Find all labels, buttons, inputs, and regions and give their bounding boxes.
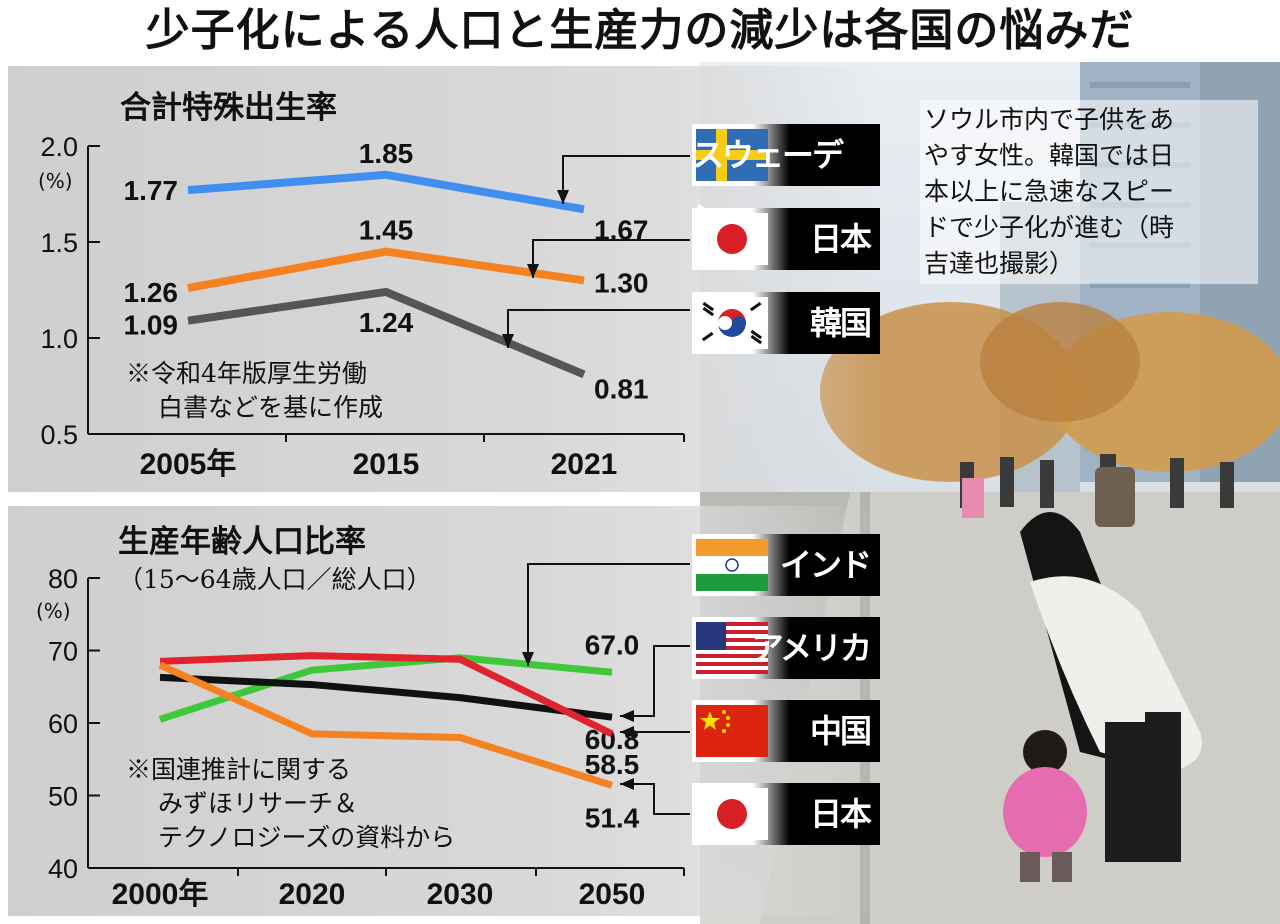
- japan-flag-icon: [696, 788, 768, 840]
- end-value-label: 51.4: [585, 802, 640, 833]
- headline: 少子化による人口と生産力の減少は各国の悩みだ: [145, 5, 1135, 56]
- data-label: 1.26: [124, 277, 179, 308]
- photo-caption: ソウル市内で子供をあ やす女性。韓国では日 本以上に急速なスピー ドで少子化が進…: [920, 100, 1258, 284]
- usa-flag-icon: [696, 622, 768, 674]
- arrow-sweden: [562, 155, 690, 204]
- end-value-label: 67.0: [585, 629, 640, 660]
- chart-subtitle: （15〜64歳人口／総人口）: [118, 565, 432, 594]
- y-unit-label: (%): [36, 599, 71, 623]
- arrow-india: [527, 563, 690, 666]
- legend-china: 中国: [692, 700, 880, 762]
- legend-usa: アメリカ: [692, 617, 880, 679]
- working-age-chart-panel: 生産年齢人口比率 （15〜64歳人口／総人口） 40 50 60 70 80 (%) 2000年…: [8, 506, 878, 916]
- china-flag-icon: [696, 705, 768, 757]
- y-tick-label: 60: [48, 709, 78, 739]
- series-line-0: [158, 654, 613, 723]
- arrow-usa: [620, 645, 690, 717]
- legend-japan-bottom: 日本: [692, 783, 880, 845]
- arrow-korea-head: [502, 334, 514, 348]
- arrow-india-head: [522, 652, 534, 666]
- arrow-usa-head: [620, 710, 634, 722]
- series-line-2: [159, 652, 614, 738]
- x-tick-label: 2020: [279, 878, 346, 911]
- data-label: 1.24: [359, 307, 414, 338]
- y-tick-label: 0.5: [40, 420, 78, 450]
- series-line-1: [187, 247, 585, 293]
- y-tick-label: 1.0: [40, 324, 78, 354]
- chart-title: 合計特殊出生率: [120, 90, 337, 125]
- india-flag-icon: [696, 539, 768, 591]
- data-label: 0.81: [594, 373, 649, 404]
- data-label: 1.45: [359, 215, 414, 246]
- y-tick-label: 40: [48, 854, 78, 884]
- y-tick-label: 1.5: [40, 228, 78, 258]
- x-tick-label: 2015: [353, 448, 420, 481]
- y-tick-label: 2.0: [40, 132, 78, 162]
- arrow-china-head: [620, 726, 634, 738]
- legend-sweden: スウェーデン: [692, 124, 880, 236]
- y-tick-label: 50: [48, 782, 78, 812]
- legend-korea: 韓国: [692, 292, 880, 354]
- y-unit-label: (%): [38, 169, 73, 193]
- arrow-japan: [620, 783, 690, 815]
- note-line: ※令和4年版厚生労働: [126, 359, 367, 388]
- y-tick-label: 70: [48, 637, 78, 667]
- data-label: 1.30: [594, 267, 649, 298]
- note-line: 白書などを基に作成: [158, 393, 383, 422]
- legend-india: インド: [692, 534, 880, 596]
- end-value-label: 58.5: [585, 749, 640, 780]
- x-tick-label: 2000年: [112, 878, 209, 911]
- data-label: 1.09: [124, 310, 179, 341]
- data-label: 1.77: [124, 175, 179, 206]
- x-tick-label: 2005年: [140, 448, 237, 481]
- data-label: 1.85: [359, 138, 414, 169]
- y-tick-label: 80: [48, 564, 78, 594]
- series-line-0: [187, 170, 585, 214]
- note-line: テクノロジーズの資料から: [158, 823, 455, 852]
- series-line-1: [159, 673, 613, 721]
- arrow-japan-head: [527, 264, 539, 278]
- x-tick-label: 2030: [427, 878, 494, 911]
- sweden-flag-icon: [696, 129, 768, 181]
- x-tick-label: 2021: [551, 448, 618, 481]
- series-line-3: [158, 661, 614, 789]
- japan-flag-icon: [696, 213, 768, 265]
- working-age-ratio-chart: 生産年齢人口比率 （15〜64歳人口／総人口） 40 50 60 70 80 (%) 2000年…: [36, 524, 690, 911]
- arrow-sweden-head: [557, 190, 569, 204]
- arrow-japan-head: [620, 778, 634, 790]
- x-tick-label: 2050: [579, 878, 646, 911]
- series-line-2: [187, 287, 586, 379]
- note-line: ※国連推計に関する: [126, 755, 351, 784]
- note-line: みずほリサーチ＆: [158, 789, 358, 818]
- legend-japan-top: 日本: [692, 208, 880, 270]
- korea-flag-icon: [696, 297, 768, 349]
- chart-title: 生産年齢人口比率: [118, 524, 366, 559]
- arrow-korea: [507, 309, 690, 348]
- fertility-rate-chart: 合計特殊出生率 0.5 1.0 1.5 2.0 (%) 2005年 2015 2021 1.77 1…: [38, 90, 690, 481]
